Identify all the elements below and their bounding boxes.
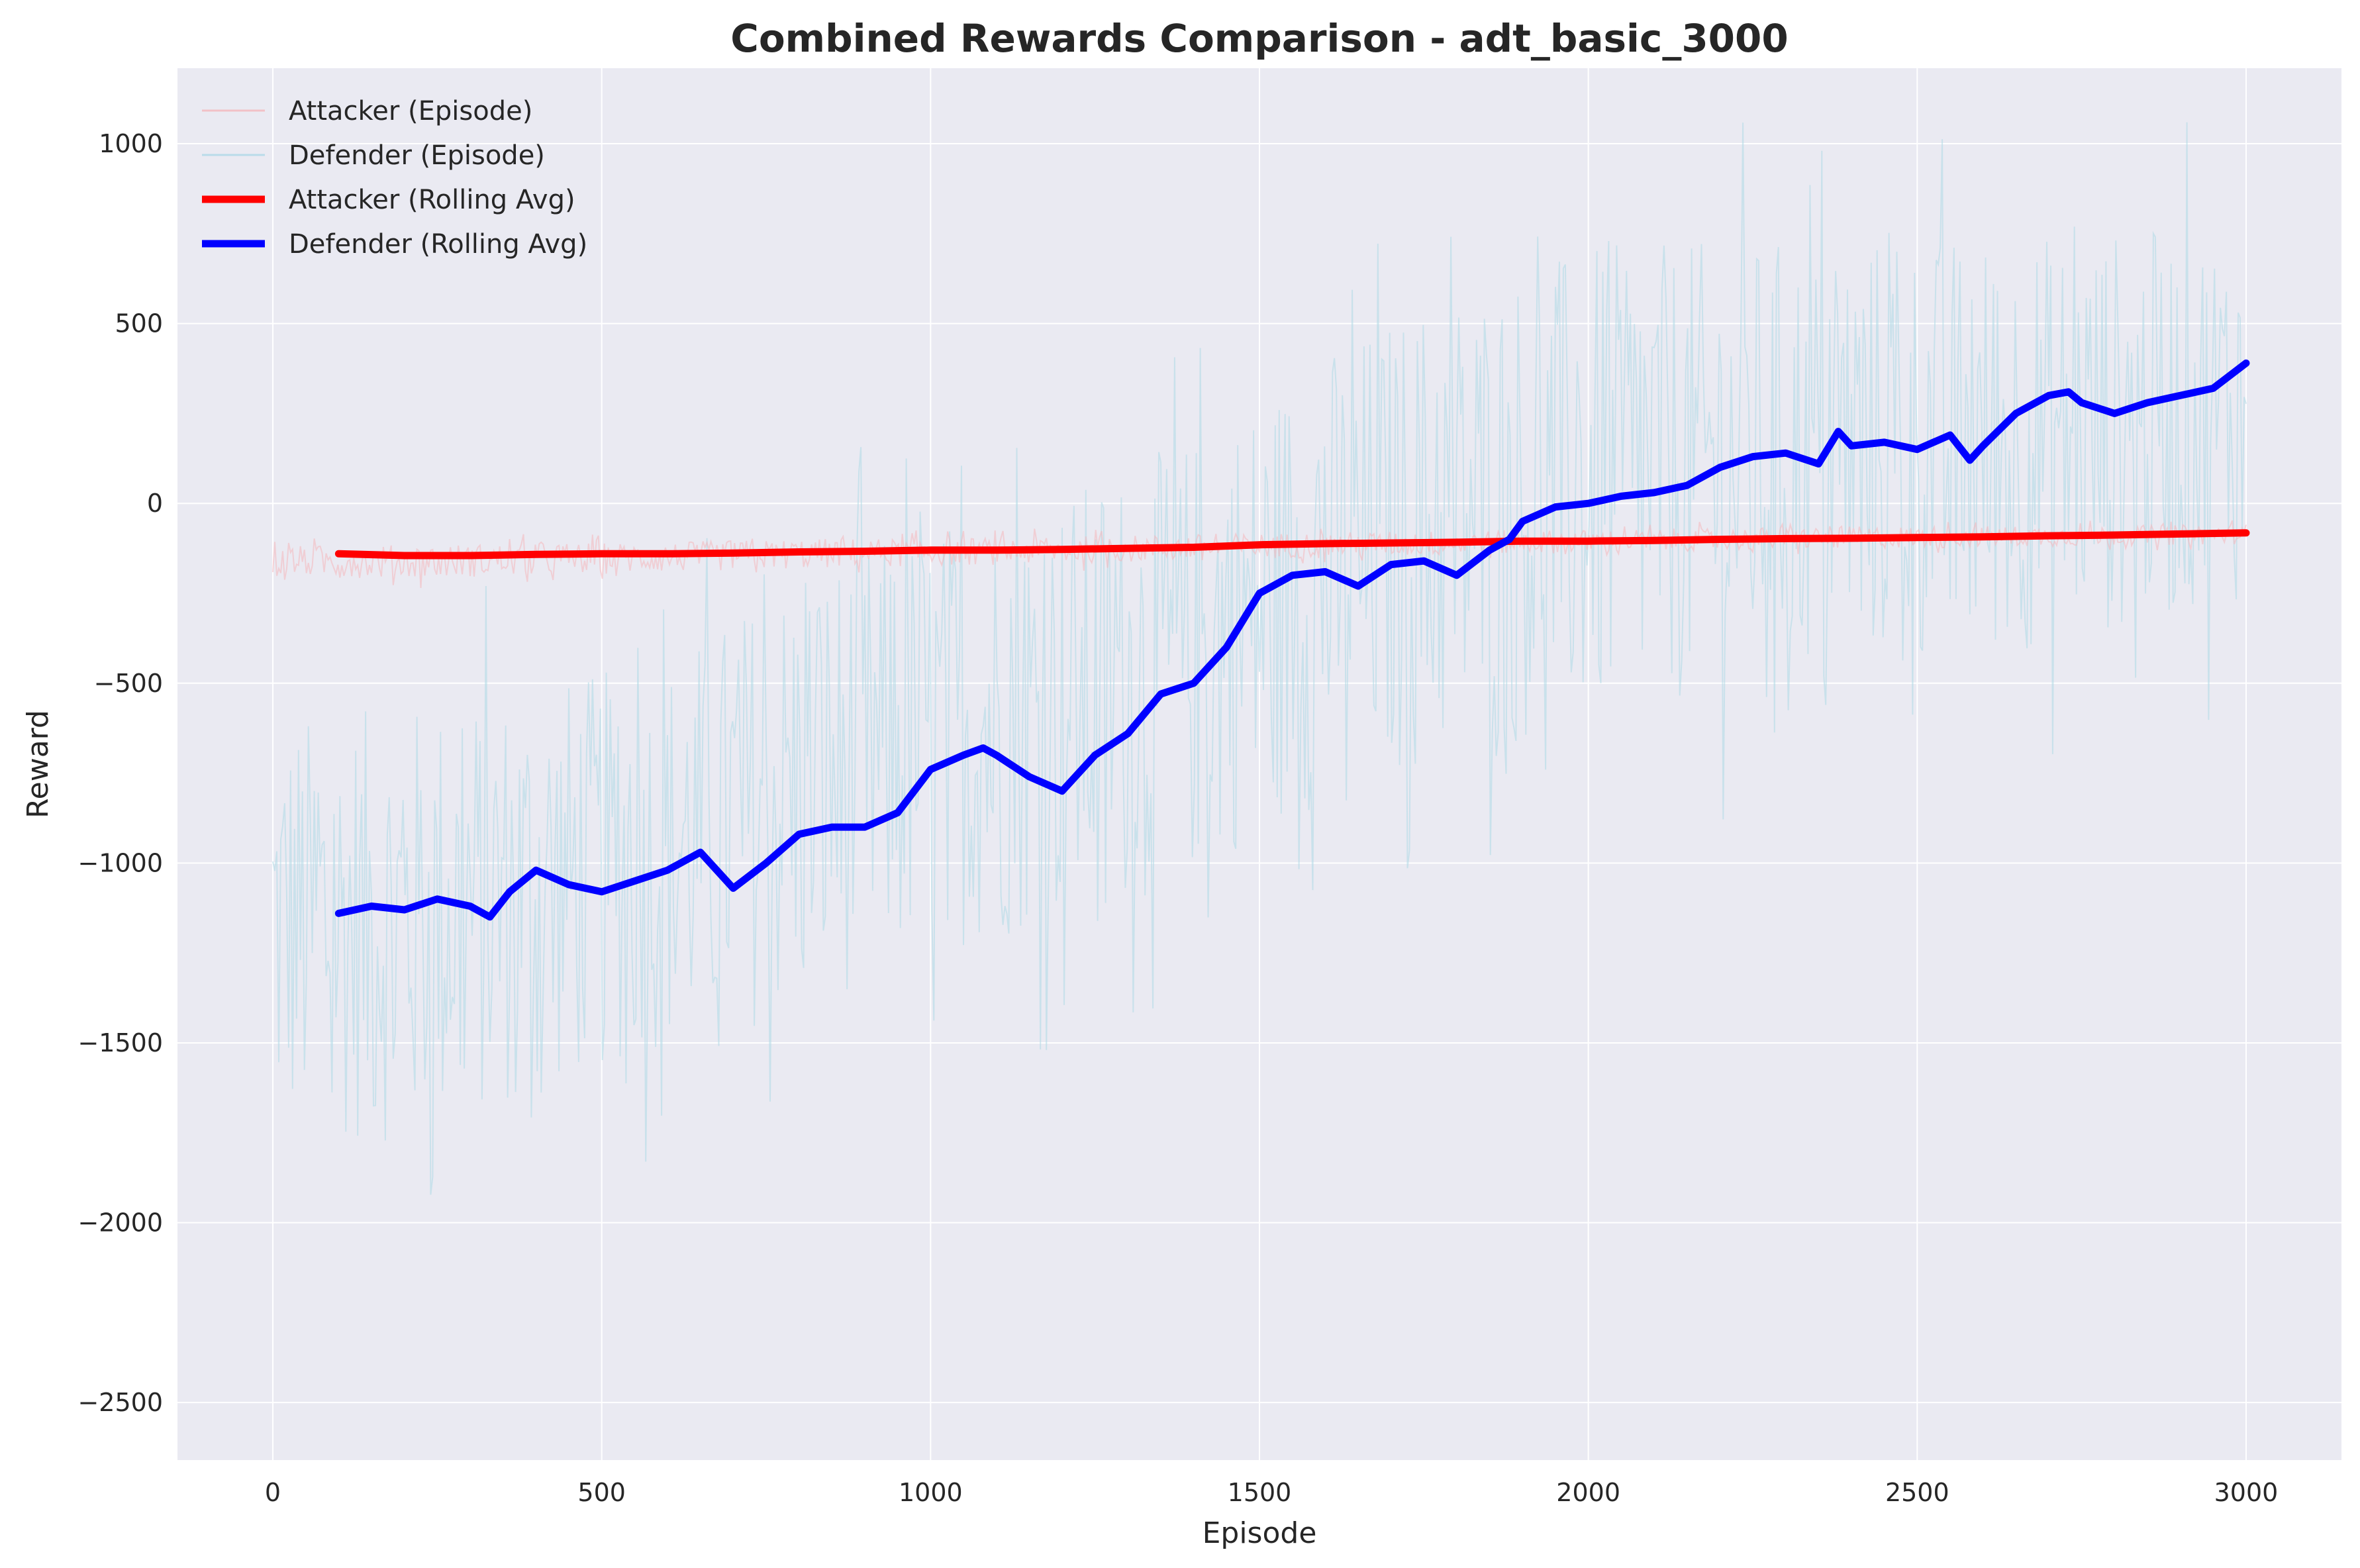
y-tick-label: −1000 [77,848,163,877]
x-axis-label: Episode [1203,1516,1317,1550]
legend-label: Defender (Rolling Avg) [289,229,587,260]
x-tick-labels: 0 500 1000 1500 2000 2500 3000 [265,1478,2278,1507]
y-tick-label: 0 [147,489,163,518]
x-tick-label: 0 [265,1478,281,1507]
y-tick-label: 500 [115,309,163,338]
grid-lines [177,68,2341,1460]
legend: Attacker (Episode) Defender (Episode) Atta… [202,96,587,260]
x-tick-label: 1500 [1228,1478,1292,1507]
episode-line-attacker [272,520,2247,588]
y-tick-labels: −2500 −2000 −1500 −1000 −500 0 500 1000 [77,129,163,1417]
y-tick-label: −2500 [77,1388,163,1417]
defender-rolling-line [334,359,2250,921]
legend-label: Defender (Episode) [289,140,545,171]
y-tick-label: −1500 [77,1028,163,1057]
attacker-rolling-line [334,529,2250,560]
x-tick-label: 500 [577,1478,626,1507]
rolling-series [334,359,2250,921]
chart-title: Combined Rewards Comparison - adt_basic_… [730,16,1789,61]
legend-label: Attacker (Rolling Avg) [289,185,575,215]
y-tick-label: −2000 [77,1208,163,1238]
legend-label: Attacker (Episode) [289,96,532,126]
y-tick-label: 1000 [99,129,163,158]
y-tick-label: −500 [94,669,163,698]
y-axis-label: Reward [21,710,55,818]
x-tick-label: 3000 [2214,1478,2279,1507]
x-tick-label: 1000 [899,1478,963,1507]
x-tick-label: 2500 [1885,1478,1949,1507]
x-tick-label: 2000 [1556,1478,1620,1507]
